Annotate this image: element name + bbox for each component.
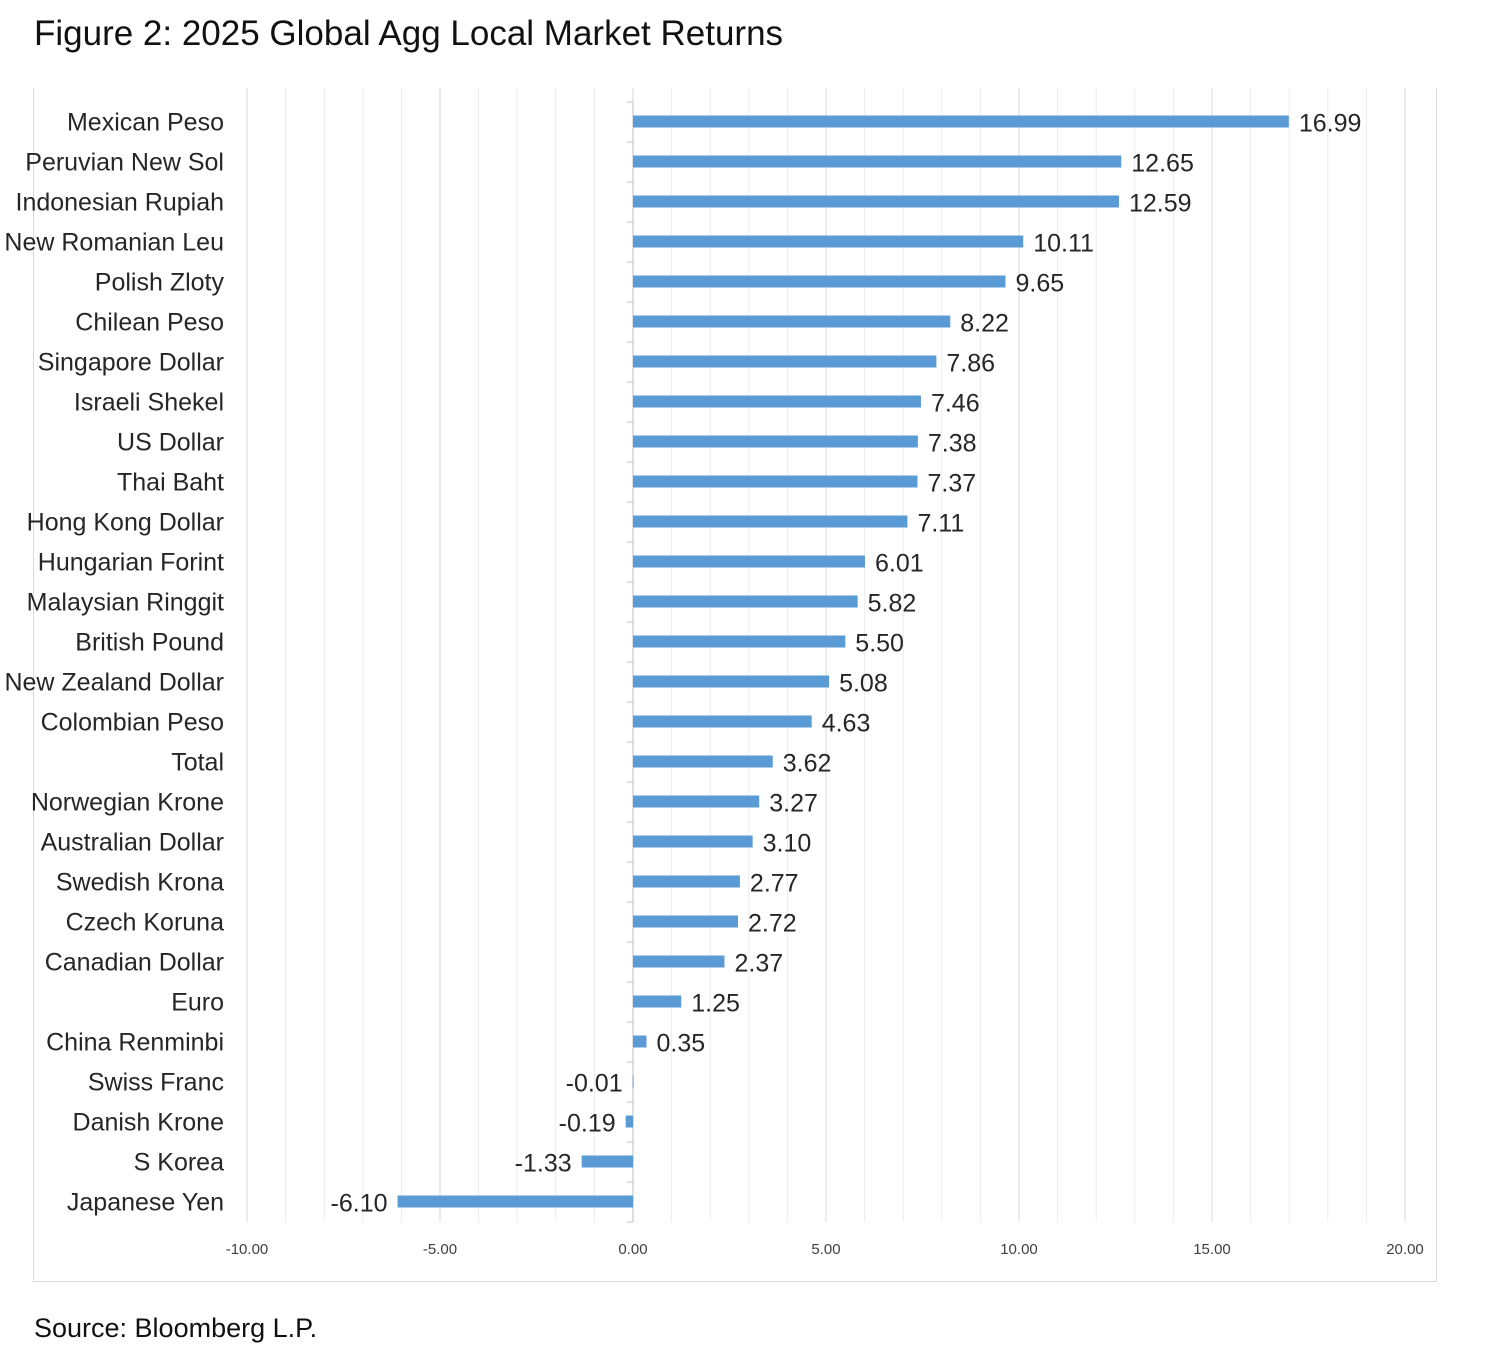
data-label: -1.33 bbox=[515, 1150, 572, 1178]
category-label: Hong Kong Dollar bbox=[27, 509, 224, 537]
data-label: 3.10 bbox=[763, 830, 812, 858]
data-label: 3.27 bbox=[769, 790, 818, 818]
data-label: 5.82 bbox=[868, 590, 917, 618]
bar bbox=[633, 715, 812, 728]
bar bbox=[397, 1195, 633, 1208]
data-label: -6.10 bbox=[331, 1190, 388, 1218]
figure-title: Figure 2: 2025 Global Agg Local Market R… bbox=[34, 14, 784, 53]
x-tick-label: 15.00 bbox=[1193, 1241, 1231, 1258]
source-note: Source: Bloomberg L.P. bbox=[34, 1313, 318, 1343]
category-label: Euro bbox=[171, 989, 224, 1017]
data-label: 12.65 bbox=[1131, 150, 1194, 178]
category-label: Swiss Franc bbox=[88, 1069, 224, 1097]
bar bbox=[633, 595, 858, 608]
data-label: 4.63 bbox=[822, 710, 871, 738]
category-label: New Zealand Dollar bbox=[4, 669, 224, 697]
category-label: British Pound bbox=[75, 629, 224, 657]
data-label: 2.72 bbox=[748, 910, 797, 938]
category-label: Hungarian Forint bbox=[38, 549, 224, 577]
bar bbox=[633, 195, 1119, 208]
category-label: Thai Baht bbox=[117, 469, 224, 497]
category-label: China Renminbi bbox=[46, 1029, 224, 1057]
bar bbox=[581, 1155, 633, 1168]
data-label: 7.86 bbox=[946, 350, 995, 378]
data-label: 8.22 bbox=[960, 310, 1009, 338]
category-label: Danish Krone bbox=[73, 1109, 224, 1137]
data-label: 5.50 bbox=[855, 630, 904, 658]
data-label: 2.77 bbox=[750, 870, 799, 898]
category-label: Colombian Peso bbox=[41, 709, 224, 737]
bar bbox=[633, 395, 921, 408]
category-label: Malaysian Ringgit bbox=[27, 589, 224, 617]
bar bbox=[633, 995, 682, 1008]
category-label: Australian Dollar bbox=[41, 829, 224, 857]
x-tick-label: -10.00 bbox=[226, 1241, 269, 1258]
bar bbox=[633, 475, 918, 488]
bar bbox=[633, 275, 1006, 288]
category-label: US Dollar bbox=[117, 429, 224, 457]
bar bbox=[633, 235, 1024, 248]
bar bbox=[633, 755, 773, 768]
x-tick-label: -5.00 bbox=[423, 1241, 457, 1258]
bar bbox=[633, 675, 830, 688]
bar bbox=[633, 555, 865, 568]
data-label: 7.11 bbox=[917, 510, 964, 538]
bar bbox=[625, 1115, 633, 1128]
bar bbox=[633, 115, 1289, 128]
bar bbox=[633, 955, 725, 968]
bar bbox=[633, 1035, 647, 1048]
bar bbox=[633, 515, 908, 528]
x-tick-label: 5.00 bbox=[811, 1241, 840, 1258]
category-label: Total bbox=[171, 749, 224, 777]
x-tick-label: 0.00 bbox=[618, 1241, 647, 1258]
category-label: Norwegian Krone bbox=[31, 789, 224, 817]
category-label: Indonesian Rupiah bbox=[16, 189, 225, 217]
data-label: -0.19 bbox=[559, 1110, 616, 1138]
data-label: -0.01 bbox=[566, 1070, 623, 1098]
category-label: New Romanian Leu bbox=[4, 229, 224, 257]
category-label: Swedish Krona bbox=[56, 869, 224, 897]
data-label: 0.35 bbox=[657, 1030, 706, 1058]
bar bbox=[632, 1075, 634, 1088]
bar bbox=[633, 635, 846, 648]
data-label: 7.37 bbox=[927, 470, 976, 498]
chart-frame bbox=[33, 88, 1437, 1282]
category-label: Czech Koruna bbox=[66, 909, 225, 937]
bar bbox=[633, 315, 951, 328]
category-label: Polish Zloty bbox=[95, 269, 225, 297]
data-label: 7.38 bbox=[928, 430, 977, 458]
data-label: 7.46 bbox=[931, 390, 980, 418]
data-label: 9.65 bbox=[1015, 270, 1064, 298]
category-label: S Korea bbox=[134, 1149, 224, 1177]
data-label: 12.59 bbox=[1129, 190, 1192, 218]
data-label: 5.08 bbox=[839, 670, 888, 698]
bar bbox=[633, 915, 738, 928]
category-label: Japanese Yen bbox=[67, 1189, 224, 1217]
category-label: Singapore Dollar bbox=[38, 349, 224, 377]
data-label: 3.62 bbox=[783, 750, 832, 778]
category-label: Mexican Peso bbox=[67, 109, 224, 137]
data-label: 1.25 bbox=[691, 990, 740, 1018]
bar bbox=[633, 875, 740, 888]
category-label: Canadian Dollar bbox=[45, 949, 224, 977]
bar bbox=[633, 835, 753, 848]
category-label: Chilean Peso bbox=[75, 309, 224, 337]
data-label: 2.37 bbox=[734, 950, 783, 978]
data-label: 6.01 bbox=[875, 550, 924, 578]
x-tick-label: 20.00 bbox=[1386, 1241, 1424, 1258]
data-label: 16.99 bbox=[1299, 110, 1362, 138]
bar bbox=[633, 795, 760, 808]
bar bbox=[633, 355, 937, 368]
x-tick-label: 10.00 bbox=[1000, 1241, 1038, 1258]
bar bbox=[633, 435, 918, 448]
data-label: 10.11 bbox=[1033, 230, 1094, 258]
category-label: Peruvian New Sol bbox=[25, 149, 224, 177]
category-label: Israeli Shekel bbox=[74, 389, 224, 417]
bar bbox=[633, 155, 1122, 168]
